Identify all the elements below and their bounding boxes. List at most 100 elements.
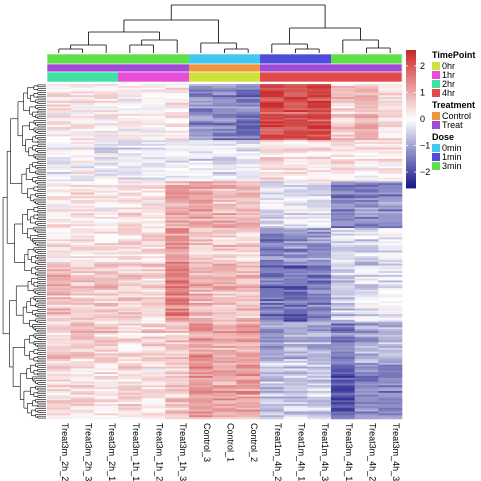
heatmap-cell [283,84,308,87]
heatmap-cell [307,366,332,369]
legend-item-label: Control [442,111,471,121]
heatmap-cell [378,278,403,281]
heatmap-cell [378,286,403,289]
heatmap-cell [260,211,284,214]
heatmap-cell [260,295,284,298]
heatmap-cell [141,259,166,263]
heatmap-cell [94,181,119,184]
heatmap-cell [283,113,308,117]
heatmap-cell [47,289,71,293]
heatmap-cell [118,194,142,197]
heatmap-cell [212,308,237,311]
heatmap-cell [47,319,71,322]
heatmap-cell [260,89,284,92]
heatmap-cell [307,349,332,352]
heatmap-cell [260,185,284,188]
heatmap-cell [331,287,355,291]
heatmap-cell [141,271,166,274]
heatmap-cell [260,243,284,246]
heatmap-cell [236,145,261,148]
heatmap-cell [307,389,332,392]
heatmap-cell [189,108,213,111]
heatmap-cell [378,362,403,366]
heatmap-cell [236,417,261,420]
heatmap-cell [260,104,284,107]
heatmap-cell [236,353,261,356]
heatmap-cell [189,366,213,369]
heatmap-cell [47,194,71,197]
heatmap-cell [47,338,71,341]
heatmap-cell [141,310,166,313]
heatmap-cell [189,142,213,145]
heatmap-cell [118,286,142,289]
heatmap-cell [70,282,95,285]
heatmap-cell [165,269,190,272]
heatmap-cell [47,360,71,364]
heatmap-cell [307,379,332,382]
heatmap-cell [283,151,308,154]
heatmap-cell [236,220,261,223]
heatmap-cell [94,132,119,135]
heatmap-cell [165,194,190,197]
heatmap-cell [283,93,308,96]
heatmap-cell [70,360,95,364]
heatmap-cell [70,417,95,420]
legend-item-label: 4hr [442,88,455,98]
heatmap-cell [212,415,237,418]
heatmap-cell [354,390,379,394]
heatmap-cell [47,353,71,356]
heatmap-cell [378,409,403,412]
annotation-cell-treatment [94,64,119,72]
heatmap-cell [70,162,95,165]
heatmap-cell [378,269,403,272]
heatmap-cell [141,404,166,407]
heatmap-cell [378,280,403,283]
heatmap-cell [260,220,284,223]
heatmap-cell [236,155,261,158]
heatmap-cell [307,179,332,182]
heatmap-cell [236,405,261,409]
heatmap-cell [236,102,261,105]
heatmap-cell [94,112,119,115]
color-scale-step [406,98,416,101]
heatmap-cell [141,168,166,171]
heatmap-cell [47,95,71,98]
heatmap-cell [283,282,308,285]
heatmap-cell [94,183,119,186]
heatmap-cell [47,213,71,216]
heatmap-cell [378,241,403,244]
heatmap-cell [307,302,332,306]
heatmap-cell [70,175,95,178]
heatmap-cell [378,392,403,395]
heatmap-cell [212,201,237,205]
heatmap-cell [212,237,237,240]
heatmap-cell [94,387,119,390]
heatmap-cell [260,299,284,302]
heatmap-cell [94,110,119,113]
heatmap-cell [165,317,190,321]
heatmap-cell [141,312,166,315]
heatmap-cell [165,229,190,233]
heatmap-cell [141,138,166,141]
heatmap-cell [118,400,142,403]
heatmap-cell [354,258,379,261]
heatmap-cell [236,229,261,233]
heatmap-cell [354,211,379,214]
heatmap-cell [283,331,308,334]
heatmap-cell [260,106,284,109]
heatmap-cell [47,329,71,332]
column-label: Treat3m_4h_1 [344,423,354,481]
heatmap-cell [94,271,119,274]
heatmap-cell [165,387,190,390]
heatmap-cell [378,254,403,257]
heatmap-cell [118,239,142,242]
heatmap-cell [354,158,379,162]
heatmap-cell [307,396,332,399]
heatmap-cell [189,415,213,418]
heatmap-cell [260,368,284,371]
heatmap-cell [141,244,166,248]
heatmap-cell [189,252,213,255]
heatmap-cell [189,310,213,313]
heatmap-cell [283,325,308,328]
heatmap-cell [212,239,237,242]
